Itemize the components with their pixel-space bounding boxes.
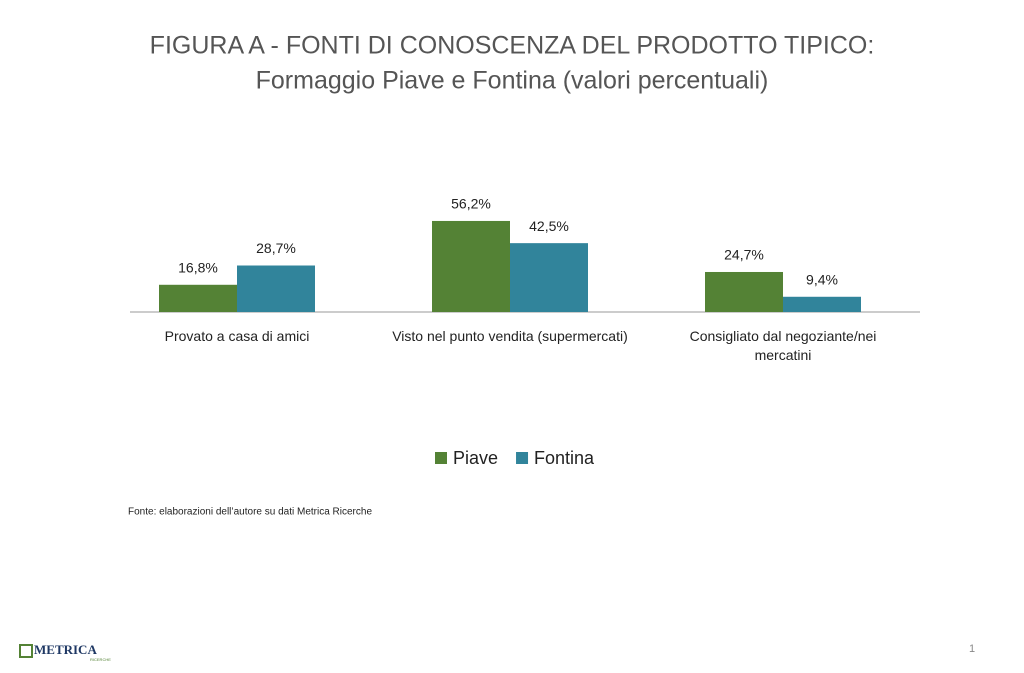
data-label: 16,8% xyxy=(178,259,218,275)
x-tick-label: Provato a casa di amici xyxy=(164,328,310,344)
source-note: Fonte: elaborazioni dell’autore su dati … xyxy=(128,507,372,518)
bar xyxy=(705,271,783,312)
logo-icon xyxy=(19,644,33,658)
bar xyxy=(783,296,861,312)
bar xyxy=(159,284,237,312)
x-tick-label: Consigliato dal negoziante/nei mercatini xyxy=(689,328,877,363)
chart-title: FIGURA A - FONTI DI CONOSCENZA DEL PRODO… xyxy=(150,32,875,60)
bar xyxy=(432,220,510,312)
legend-label: Fontina xyxy=(534,448,595,468)
bar xyxy=(237,265,315,312)
logo-sub: RICERCHE xyxy=(90,657,111,662)
legend-swatch xyxy=(435,452,447,464)
logo: METRICA xyxy=(34,642,97,657)
chart-subtitle: Formaggio Piave e Fontina (valori percen… xyxy=(256,67,769,95)
data-label: 42,5% xyxy=(529,218,569,234)
data-label: 56,2% xyxy=(451,196,491,212)
bar xyxy=(510,243,588,312)
data-label: 28,7% xyxy=(256,240,296,256)
x-tick-label: Visto nel punto vendita (supermercati) xyxy=(392,328,628,344)
data-label: 9,4% xyxy=(806,271,838,287)
data-label: 24,7% xyxy=(724,247,764,263)
page-number: 1 xyxy=(969,643,975,655)
legend-swatch xyxy=(516,452,529,464)
legend-label: Piave xyxy=(453,448,498,468)
